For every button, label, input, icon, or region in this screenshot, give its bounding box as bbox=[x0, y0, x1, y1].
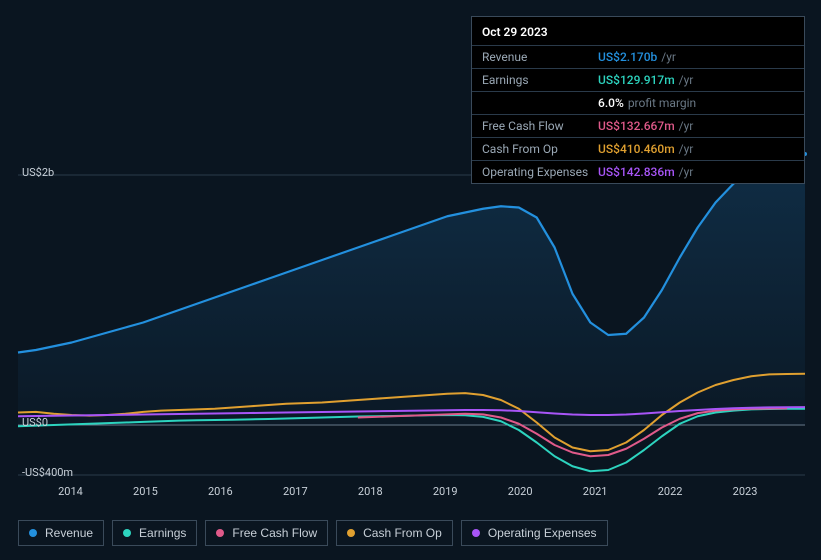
x-axis-label: 2015 bbox=[133, 485, 158, 498]
legend-dot-icon bbox=[472, 529, 480, 537]
tooltip-row-suffix: /yr bbox=[679, 73, 694, 87]
legend-label: Revenue bbox=[45, 526, 93, 540]
tooltip-row-value: US$129.917m bbox=[598, 73, 675, 87]
tooltip-row: 6.0% profit margin bbox=[472, 91, 804, 114]
tooltip-row: RevenueUS$2.170b /yr bbox=[472, 45, 804, 68]
x-axis-label: 2016 bbox=[208, 485, 233, 498]
x-axis-label: 2021 bbox=[583, 485, 608, 498]
x-axis-label: 2019 bbox=[433, 485, 458, 498]
tooltip-row-value: US$2.170b bbox=[598, 50, 657, 64]
tooltip-row: Operating ExpensesUS$142.836m /yr bbox=[472, 160, 804, 183]
tooltip-row-label: Free Cash Flow bbox=[482, 119, 598, 133]
tooltip-row-value: US$410.460m bbox=[598, 142, 675, 156]
y-axis-label: -US$400m bbox=[22, 466, 73, 479]
tooltip-row-suffix: profit margin bbox=[628, 96, 696, 110]
tooltip-row-suffix: /yr bbox=[679, 119, 694, 133]
x-axis-label: 2020 bbox=[508, 485, 533, 498]
tooltip-row: Free Cash FlowUS$132.667m /yr bbox=[472, 114, 804, 137]
tooltip-row-label bbox=[482, 96, 598, 110]
y-axis-label: US$0 bbox=[22, 416, 48, 429]
tooltip-date: Oct 29 2023 bbox=[472, 17, 804, 45]
legend-item-free-cash-flow[interactable]: Free Cash Flow bbox=[205, 520, 328, 546]
tooltip-row-label: Cash From Op bbox=[482, 142, 598, 156]
tooltip-row-value: 6.0% bbox=[598, 96, 624, 110]
x-axis-label: 2017 bbox=[283, 485, 308, 498]
chart-tooltip: Oct 29 2023 RevenueUS$2.170b /yrEarnings… bbox=[471, 16, 805, 184]
legend-label: Earnings bbox=[139, 526, 186, 540]
y-axis-label: US$2b bbox=[22, 166, 54, 179]
legend-label: Cash From Op bbox=[363, 526, 442, 540]
tooltip-row-suffix: /yr bbox=[679, 142, 694, 156]
tooltip-row-value: US$142.836m bbox=[598, 165, 675, 179]
tooltip-row-suffix: /yr bbox=[661, 50, 676, 64]
legend-dot-icon bbox=[29, 529, 37, 537]
tooltip-row-value: US$132.667m bbox=[598, 119, 675, 133]
x-axis-label: 2014 bbox=[58, 485, 83, 498]
tooltip-row-label: Operating Expenses bbox=[482, 165, 598, 179]
legend-dot-icon bbox=[216, 529, 224, 537]
chart-legend: Revenue Earnings Free Cash Flow Cash From O… bbox=[18, 520, 608, 546]
tooltip-row-suffix: /yr bbox=[679, 165, 694, 179]
financial-chart: US$2b US$0 -US$400m 2014 2015 2016 2017 2018 20… bbox=[0, 0, 821, 560]
x-axis-label: 2023 bbox=[733, 485, 758, 498]
legend-item-operating-expenses[interactable]: Operating Expenses bbox=[461, 520, 608, 546]
legend-label: Free Cash Flow bbox=[232, 526, 317, 540]
legend-item-cash-from-op[interactable]: Cash From Op bbox=[336, 520, 453, 546]
x-axis-label: 2018 bbox=[358, 485, 383, 498]
x-axis-label: 2022 bbox=[658, 485, 683, 498]
tooltip-row-label: Revenue bbox=[482, 50, 598, 64]
legend-dot-icon bbox=[347, 529, 355, 537]
legend-item-revenue[interactable]: Revenue bbox=[18, 520, 104, 546]
tooltip-row-label: Earnings bbox=[482, 73, 598, 87]
tooltip-row: EarningsUS$129.917m /yr bbox=[472, 68, 804, 91]
tooltip-row: Cash From OpUS$410.460m /yr bbox=[472, 137, 804, 160]
legend-item-earnings[interactable]: Earnings bbox=[112, 520, 197, 546]
legend-dot-icon bbox=[123, 529, 131, 537]
legend-label: Operating Expenses bbox=[488, 526, 597, 540]
